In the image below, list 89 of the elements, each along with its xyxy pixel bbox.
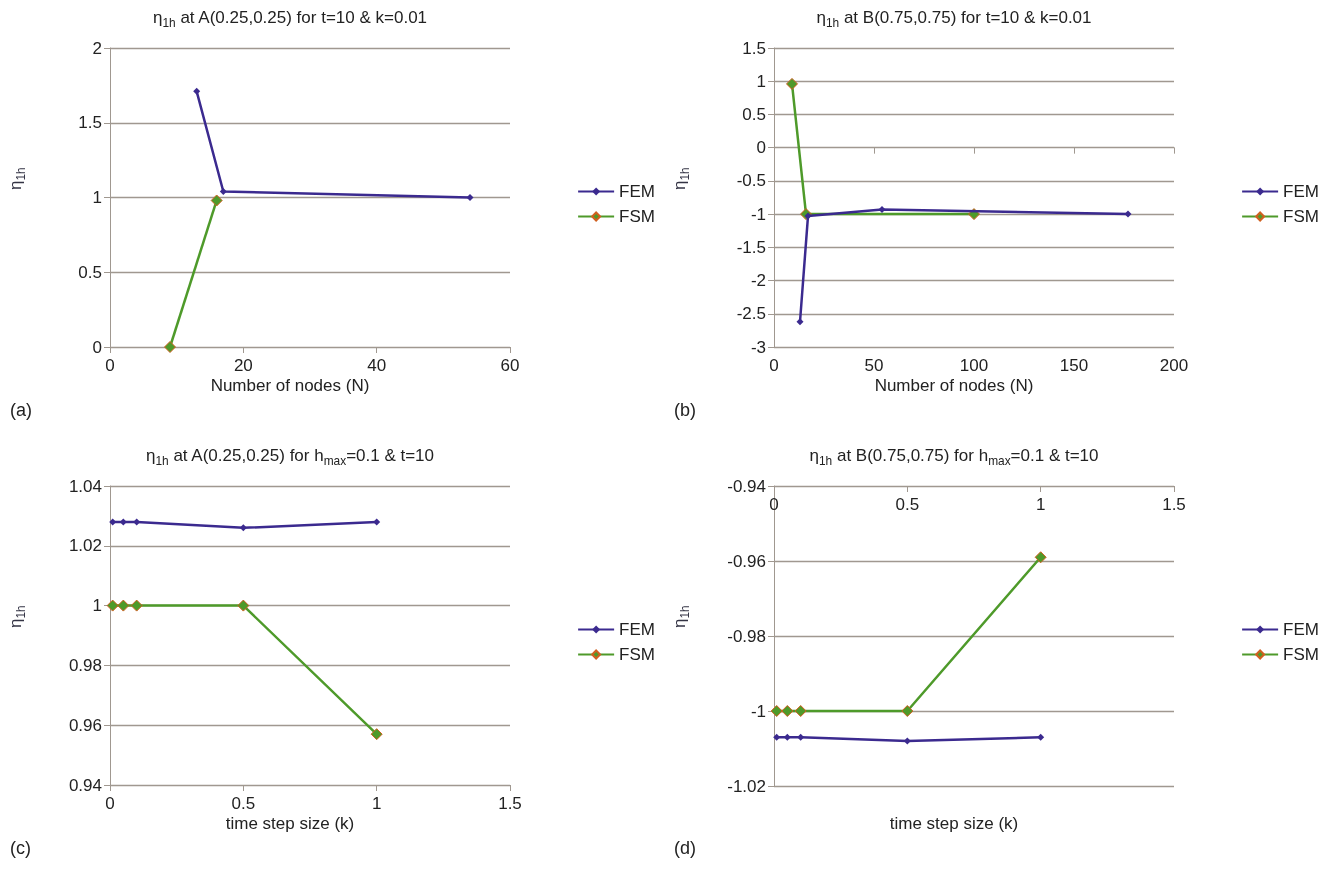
x-tick-label: 200	[1159, 356, 1189, 375]
legend-label: FSM	[1283, 645, 1320, 664]
x-tick-label: 0.5	[895, 495, 920, 514]
point	[804, 212, 812, 220]
point	[770, 705, 783, 717]
x-axis-title: time step size (k)	[888, 814, 1020, 834]
x-tick-label: 40	[367, 356, 387, 375]
point	[370, 728, 383, 741]
point	[1034, 551, 1047, 564]
y-tick-label: -2	[750, 271, 766, 291]
point	[1124, 210, 1132, 218]
legend-label: FSM	[619, 645, 656, 664]
point	[106, 599, 119, 612]
chart-title: η$_{1h}$ at A(0.25,0.25) for h$_{max}$=0.1 & t=10	[144, 446, 436, 469]
y-tick-label: -1.5	[736, 237, 766, 257]
x-tick-label: 0	[105, 794, 115, 813]
point	[193, 87, 201, 95]
x-axis-title: Number of nodes (N)	[209, 376, 371, 396]
x-tick-label: 1	[1035, 495, 1046, 514]
point	[373, 518, 381, 526]
point	[117, 599, 130, 612]
y-tick-label: -1.02	[727, 776, 766, 796]
point	[130, 599, 143, 612]
point	[164, 341, 176, 353]
y-tick-label: -0.96	[727, 551, 766, 571]
y-tick-label: 0.94	[68, 775, 102, 795]
y-tick-label: -3	[750, 337, 766, 357]
x-tick-label: 1.5	[498, 794, 522, 813]
x-tick-label: 0	[769, 495, 779, 514]
y-tick-label: 0.5	[78, 262, 102, 282]
x-tick-label: 0	[105, 356, 115, 375]
text: (b)	[674, 400, 696, 421]
legend-label: FEM	[1283, 182, 1320, 201]
y-tick-label: 1	[92, 596, 102, 616]
x-tick-label: 1.5	[1162, 495, 1186, 514]
y-tick-label: -1	[750, 204, 766, 224]
x-tick-label: 50	[864, 356, 884, 375]
y-tick-label: -0.98	[727, 626, 766, 646]
y-tick-label: 1.02	[68, 536, 102, 556]
point	[794, 705, 807, 717]
x-tick-label: 0.5	[231, 794, 256, 813]
point	[797, 733, 805, 741]
point	[786, 77, 798, 90]
y-tick-label: 0	[756, 138, 766, 158]
x-tick-label: 100	[959, 356, 989, 375]
x-tick-label: 60	[500, 356, 520, 375]
chart-title: η$_{1h}$ at B(0.75,0.75) for h$_{max}$=0.1 & t=10	[808, 446, 1100, 469]
point	[796, 318, 804, 326]
point	[901, 705, 914, 717]
y-tick-label: 1.5	[742, 38, 766, 58]
point	[210, 194, 223, 207]
point	[783, 733, 791, 741]
text: (d)	[674, 838, 696, 859]
y-tick-label: 0.98	[68, 655, 102, 675]
y-tick-label: 1	[756, 71, 766, 91]
chart-title: η$_{1h}$ at B(0.75,0.75) for t=10 & k=0.01	[815, 8, 1093, 31]
y-tick-label: 0	[92, 337, 102, 357]
y-tick-label: -2.5	[736, 304, 766, 324]
y-tick-label: -0.94	[727, 476, 766, 496]
x-tick-label: 20	[233, 356, 253, 375]
x-tick-label: 150	[1059, 356, 1089, 375]
point	[466, 194, 474, 201]
y-tick-label: 2	[92, 38, 102, 58]
x-axis-title: time step size (k)	[224, 814, 356, 834]
y-tick-label: 1	[92, 188, 102, 207]
text: (a)	[10, 400, 32, 421]
x-tick-label: 1	[371, 794, 382, 813]
point	[773, 733, 781, 741]
point	[239, 524, 247, 532]
point	[1037, 733, 1045, 741]
legend-label: FEM	[1283, 620, 1320, 639]
y-tick-label: -1	[750, 701, 766, 721]
y-tick-label: -0.5	[736, 171, 766, 191]
legend-label: FSM	[619, 207, 656, 226]
legend-label: FEM	[619, 182, 656, 201]
y-tick-label: 1.5	[78, 113, 102, 133]
point	[237, 599, 250, 612]
y-tick-label: 0.5	[742, 104, 766, 124]
point	[781, 705, 794, 717]
legend-label: FSM	[1283, 207, 1320, 226]
point	[878, 205, 886, 213]
y-tick-label: 0.96	[68, 715, 102, 735]
x-tick-label: 0	[769, 356, 779, 375]
x-axis-title: Number of nodes (N)	[873, 376, 1035, 396]
text: (c)	[10, 838, 31, 859]
y-tick-label: 1.04	[68, 476, 102, 496]
chart-title: η$_{1h}$ at A(0.25,0.25) for t=10 & k=0.01	[151, 8, 429, 31]
legend-label: FEM	[619, 620, 656, 639]
point	[219, 188, 227, 196]
